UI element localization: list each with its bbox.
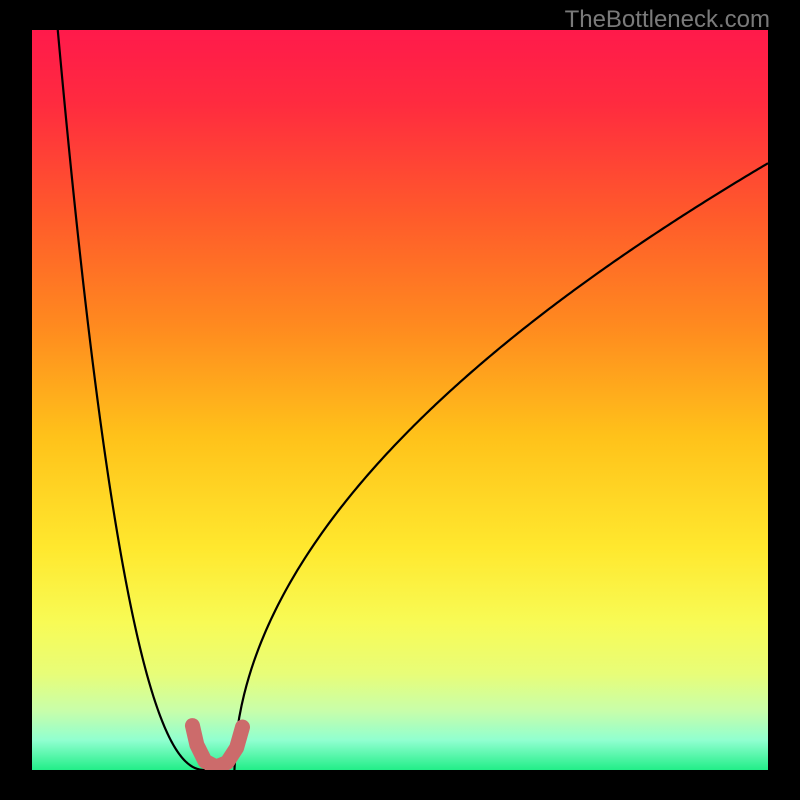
watermark-text: TheBottleneck.com: [565, 6, 770, 34]
chart-stage: TheBottleneck.com: [0, 0, 800, 800]
bottleneck-curve-chart: [32, 30, 768, 770]
